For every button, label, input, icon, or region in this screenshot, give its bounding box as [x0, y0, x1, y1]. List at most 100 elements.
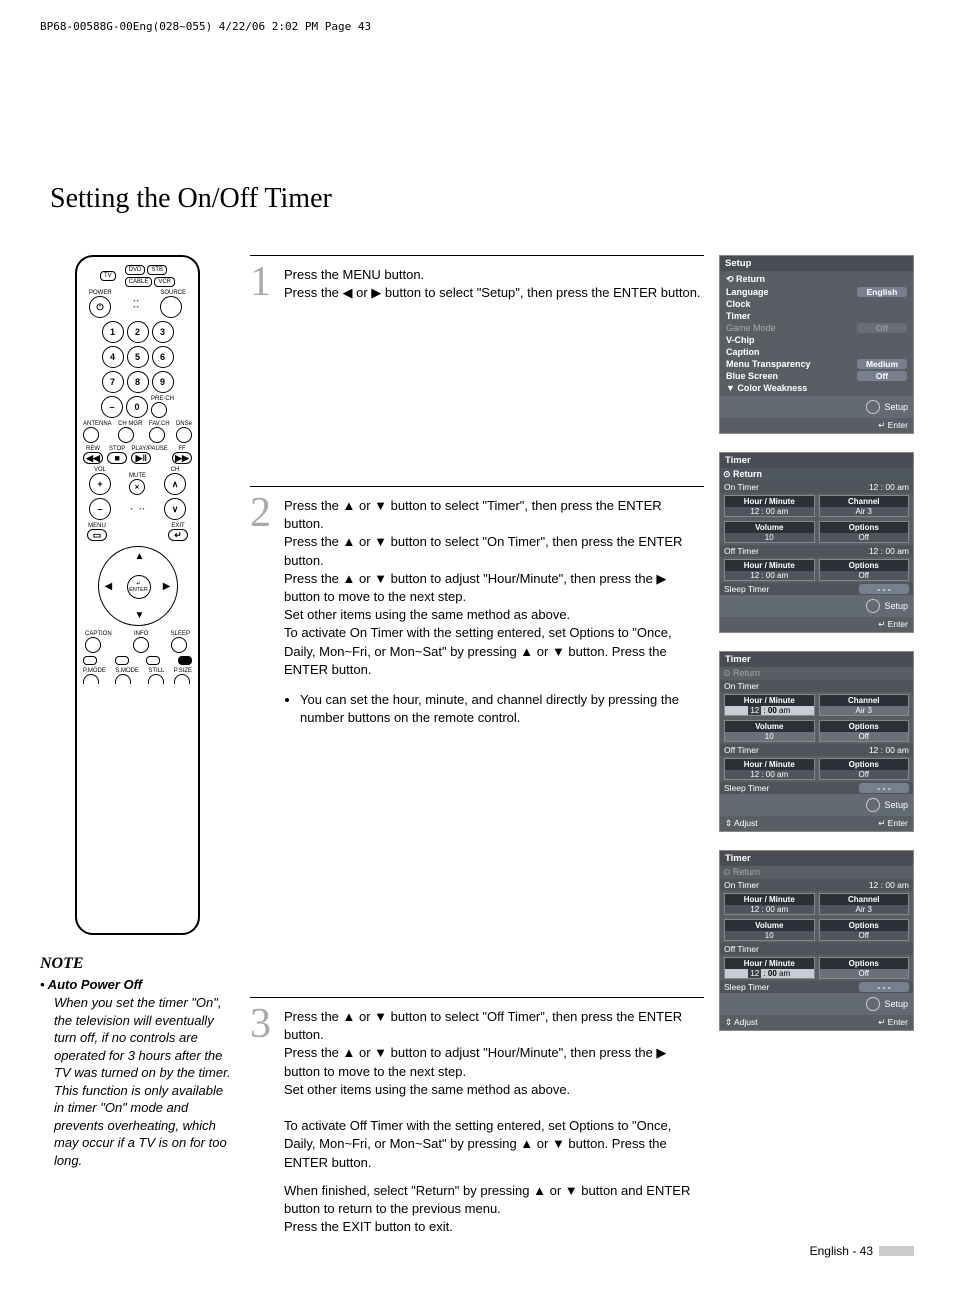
green-button — [115, 656, 129, 665]
gear-icon — [866, 798, 880, 812]
osd3-opt2: Options — [820, 759, 909, 770]
osd-timer-2: Timer ⊙ Return On Timer Hour / Minute12 … — [719, 651, 914, 832]
osd2-opt: Options — [820, 522, 909, 533]
sleep-button — [171, 637, 187, 653]
tv-button: TV — [100, 271, 116, 281]
osd3-return: Return — [733, 668, 760, 678]
osd4-opt: Options — [820, 920, 909, 931]
osd2-opt-v: Off — [820, 533, 909, 542]
osd4-vol-v: 10 — [725, 931, 814, 940]
osd3-opt2-v: Off — [820, 770, 909, 779]
left-arrow: ◀ — [105, 581, 113, 592]
osd4-hm: Hour / Minute — [725, 894, 814, 905]
gear-icon — [866, 400, 880, 414]
osd3-hm2-v: 12 : 00 am — [725, 770, 814, 779]
osd2-hm2: Hour / Minute — [725, 560, 814, 571]
osd2-offtimer-v: 12 : 00 am — [869, 546, 909, 556]
osd-row-game: Game Mode — [726, 323, 776, 333]
ch-down: ∨ — [164, 498, 186, 520]
vol-label: VOL — [89, 467, 111, 473]
gear-icon — [866, 599, 880, 613]
step-1-number: 1 — [250, 266, 278, 446]
step-3-text: Press the ▲ or ▼ button to select "Off T… — [284, 1008, 704, 1172]
down-arrow: ▼ — [135, 610, 145, 621]
osd-row-lang: Language — [726, 287, 769, 297]
num-3: 3 — [152, 321, 174, 343]
num-4: 4 — [102, 346, 124, 368]
osd2-hm-v: 12 : 00 am — [725, 507, 814, 516]
osd2-vol-v: 10 — [725, 533, 814, 542]
play-label: PLAY/PAUSE — [131, 446, 167, 452]
dnse-label: DNSe — [176, 421, 192, 427]
osd4-adjust: Adjust — [734, 1017, 758, 1027]
rew-label: REW — [83, 446, 103, 452]
stop-button: ■ — [107, 452, 127, 464]
stb-button: STB — [147, 265, 167, 275]
vcr-button: VCR — [154, 277, 175, 287]
num-7: 7 — [102, 371, 124, 393]
osd3-vol: Volume — [725, 721, 814, 732]
osd-row-timer: Timer — [726, 311, 750, 321]
rew-button: ◀◀ — [83, 452, 103, 464]
osd-val-game: Off — [857, 323, 907, 333]
osd-val-lang: English — [857, 287, 907, 297]
page-footer: English - 43 — [40, 1244, 914, 1258]
osd4-ontimer-v: 12 : 00 am — [869, 880, 909, 890]
pmode-label: P.MODE — [83, 668, 106, 674]
step-2: 2 Press the ▲ or ▼ button to select "Tim… — [250, 497, 704, 957]
osd4-vol: Volume — [725, 920, 814, 931]
osd3-adjust: Adjust — [734, 818, 758, 828]
dash-button: – — [101, 396, 123, 418]
osd3-offtimer-v: 12 : 00 am — [869, 745, 909, 755]
osd-row-caption: Caption — [726, 347, 760, 357]
step-1: 1 Press the MENU button. Press the ◀ or … — [250, 266, 704, 446]
note-body: When you set the timer "On", the televis… — [40, 994, 235, 1169]
num-9: 9 — [152, 371, 174, 393]
page-number: English - 43 — [810, 1244, 873, 1258]
osd2-opt2: Options — [820, 560, 909, 571]
antenna-label: ANTENNA — [83, 421, 112, 427]
step-2-number: 2 — [250, 497, 278, 957]
osd4-sleep: Sleep Timer — [724, 982, 769, 992]
osd-setup-title: Setup — [720, 256, 913, 271]
ch-label: CH — [164, 467, 186, 473]
num-0: 0 — [126, 396, 148, 418]
step-2-body: Press the ▲ or ▼ button to select "Timer… — [284, 497, 704, 679]
osd3-ch-v: Air 3 — [820, 706, 909, 715]
note-block: NOTE • Auto Power Off When you set the t… — [40, 955, 235, 1169]
blue-button — [178, 656, 192, 665]
remote-control: TV DVDSTB CABLEVCR POWER⏻ ∘∘∘∘ SOURCE 12… — [75, 255, 200, 935]
yellow-button — [146, 656, 160, 665]
osd4-offtimer: Off Timer — [724, 944, 759, 954]
osd4-ch: Channel — [820, 894, 909, 905]
osd3-hm-v: 12 : 00 am — [725, 706, 814, 715]
osd2-enter: Enter — [888, 619, 908, 629]
osd3-offtimer: Off Timer — [724, 745, 759, 755]
osd-timer-1: Timer ⊙ Return On Timer12 : 00 am Hour /… — [719, 452, 914, 633]
osd2-offtimer: Off Timer — [724, 546, 759, 556]
caption-button — [85, 637, 101, 653]
osd2-hm2-v: 12 : 00 am — [725, 571, 814, 580]
osd2-ch: Channel — [820, 496, 909, 507]
osd-row-bluescreen: Blue Screen — [726, 371, 778, 381]
menu-label: MENU — [87, 523, 107, 529]
osd2-title: Timer — [720, 453, 913, 468]
favch-label: FAV.CH — [149, 421, 170, 427]
still-button — [148, 674, 164, 684]
num-2: 2 — [127, 321, 149, 343]
prech-label: PRE-CH — [151, 396, 174, 402]
gear-icon — [866, 997, 880, 1011]
osd3-ontimer: On Timer — [724, 681, 759, 691]
osd3-sleep-v: - - - — [859, 783, 909, 793]
osd-setup: Setup ⟲ Return LanguageEnglish Clock Tim… — [719, 255, 914, 434]
step-1-text: Press the MENU button. Press the ◀ or ▶ … — [284, 266, 701, 446]
osd2-sleep: Sleep Timer — [724, 584, 769, 594]
ff-label: FF — [172, 446, 192, 452]
psize-button — [174, 674, 190, 684]
note-heading: NOTE — [40, 955, 235, 973]
smode-label: S.MODE — [115, 668, 139, 674]
page-title: Setting the On/Off Timer — [50, 183, 914, 215]
osd-val-bluescreen: Off — [857, 371, 907, 381]
osd3-ch: Channel — [820, 695, 909, 706]
play-button: ▶‖ — [131, 452, 151, 464]
